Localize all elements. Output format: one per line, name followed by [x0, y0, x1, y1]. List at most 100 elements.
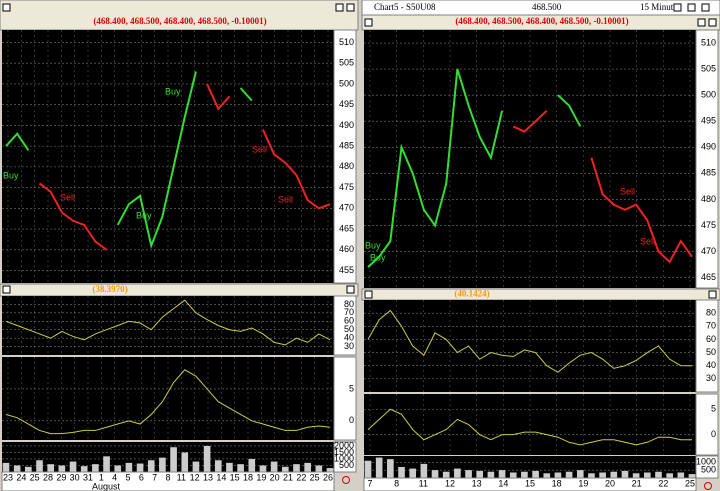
price-line: [262, 129, 331, 210]
y-tick-label: 470: [339, 203, 354, 213]
y-tick-label: 470: [701, 246, 716, 256]
volume-bar: [237, 464, 244, 472]
volume-bar: [375, 457, 383, 478]
close-button[interactable]: [346, 3, 355, 12]
volume-bar: [543, 473, 551, 478]
volume-bar: [431, 470, 439, 478]
signal-label: Buy: [370, 252, 386, 262]
rsi-value: (38.3970): [92, 284, 127, 294]
y-tick-label: 30: [706, 373, 716, 383]
y-tick-label: 510: [701, 37, 716, 47]
y-tick-label: 1000: [696, 457, 716, 467]
volume-bar: [632, 473, 640, 478]
price-line: [116, 71, 197, 250]
date-label: 21: [632, 478, 642, 488]
y-tick-label: 50: [344, 324, 354, 334]
settings-icon[interactable]: [342, 476, 350, 484]
close-button[interactable]: [701, 3, 710, 12]
rsi-axis: [333, 295, 357, 356]
settings-icon[interactable]: [704, 482, 712, 490]
volume-bar: [69, 461, 77, 472]
pane-icon[interactable]: [364, 290, 373, 299]
volume-bar: [315, 465, 323, 472]
date-label: 22: [658, 478, 668, 488]
volume-bar: [476, 470, 484, 478]
close-button[interactable]: [708, 18, 717, 27]
price-line: [512, 110, 548, 133]
volume-bar: [554, 472, 562, 478]
date-label: 18: [243, 472, 253, 482]
volume-bar: [655, 471, 662, 478]
rsi-line: [5, 299, 331, 346]
volume-bar: [92, 464, 99, 472]
volume-bar: [565, 471, 573, 478]
date-label: 20: [270, 472, 280, 482]
maximize-button[interactable]: [687, 3, 696, 12]
y-tick-label: 480: [701, 194, 716, 204]
y-tick-label: 40: [706, 360, 716, 370]
y-tick-label: 495: [339, 99, 354, 109]
y-tick-label: 490: [701, 142, 716, 152]
quote: (468.400, 468.500, 468.400, 468.500, -0.…: [93, 16, 266, 26]
volume-bar: [643, 472, 651, 478]
window-header: [0, 0, 359, 31]
y-tick-label: 485: [701, 168, 716, 178]
volume-bar: [226, 462, 233, 472]
date-label: 8: [165, 472, 170, 482]
volume-bar: [147, 460, 155, 472]
rsi-pane: [2, 296, 334, 355]
date-label: 30: [70, 472, 80, 482]
y-tick-label: 455: [339, 265, 354, 275]
volume-bar: [398, 467, 405, 478]
maximize-button[interactable]: [335, 3, 344, 12]
volume-bar: [47, 464, 55, 472]
rsi-value: (40.1424): [454, 289, 489, 299]
date-label: 23: [3, 472, 13, 482]
y-tick-label: 80: [344, 299, 354, 309]
date-label: 18: [552, 478, 562, 488]
volume-bar: [192, 461, 200, 472]
volume-bar: [2, 462, 10, 472]
date-label: 14: [216, 472, 226, 482]
maximize-button[interactable]: [697, 18, 706, 27]
macd-axis: [695, 393, 719, 456]
close-button[interactable]: [708, 290, 717, 299]
volume-bar: [170, 447, 177, 472]
y-tick-label: 70: [344, 307, 354, 317]
y-tick-label: 465: [701, 272, 716, 282]
y-tick-label: 465: [339, 223, 354, 233]
date-label: 5: [125, 472, 130, 482]
volume-axis: [333, 441, 357, 473]
price-line: [367, 68, 504, 268]
price-pane: [364, 30, 696, 288]
y-tick-label: 490: [339, 120, 354, 130]
volume-bar: [58, 465, 66, 472]
y-tick-label: 485: [339, 141, 354, 151]
y-tick-label: 1500: [334, 447, 354, 457]
date-label: 25: [310, 472, 320, 482]
signal-label: Sell: [60, 192, 75, 202]
y-tick-label: 475: [339, 182, 354, 192]
pane-icon[interactable]: [2, 3, 11, 12]
date-label: 19: [256, 472, 266, 482]
volume-bar: [387, 459, 394, 478]
date-label: 14: [498, 478, 508, 488]
price-line: [206, 83, 231, 111]
date-label: 21: [283, 472, 293, 482]
volume-bar: [688, 474, 696, 478]
volume-bar: [25, 466, 32, 472]
date-label: 7: [152, 472, 157, 482]
y-tick-label: 30: [344, 341, 354, 351]
close-button[interactable]: [346, 285, 355, 294]
date-axis: [363, 477, 697, 491]
macd-line: [5, 369, 331, 435]
date-label: 29: [56, 472, 66, 482]
y-tick-label: 50: [706, 347, 716, 357]
pane-icon[interactable]: [2, 285, 11, 294]
minimize-button[interactable]: [673, 3, 682, 12]
date-label: 22: [296, 472, 306, 482]
volume-bar: [454, 468, 461, 478]
rsi-line: [367, 309, 692, 373]
pane-icon[interactable]: [364, 18, 373, 27]
